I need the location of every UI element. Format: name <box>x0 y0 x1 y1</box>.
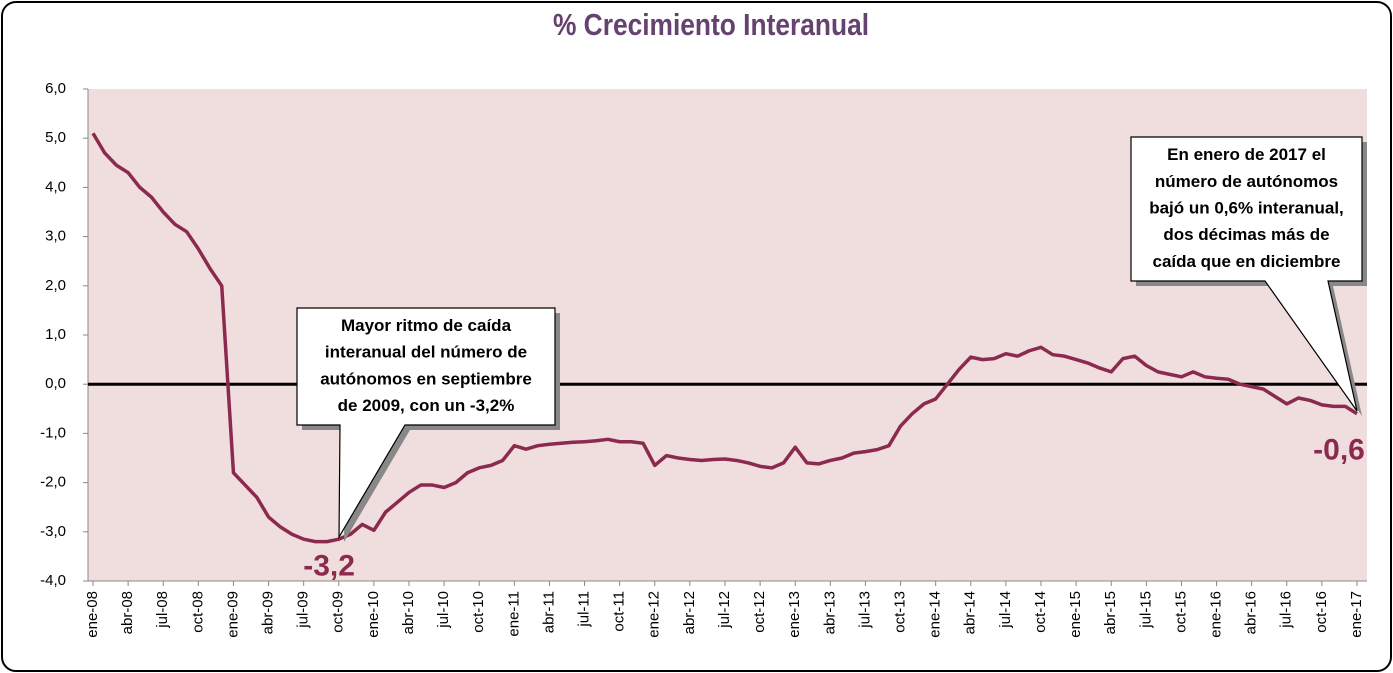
x-tick-label: abr-14 <box>962 591 979 634</box>
x-tick-label: ene-17 <box>1348 591 1365 638</box>
x-tick-label: jul-08 <box>154 591 171 629</box>
callout-text: autónomos en septiembre <box>320 369 532 388</box>
x-tick-label: abr-12 <box>681 591 698 634</box>
x-tick-label: ene-14 <box>927 591 944 638</box>
callout-text: caída que en diciembre <box>1152 252 1340 271</box>
callout-text: En enero de 2017 el <box>1167 145 1326 164</box>
x-tick-label: jul-13 <box>856 591 873 629</box>
x-tick-label: jul-16 <box>1278 591 1295 629</box>
x-tick-label: oct-08 <box>189 591 206 633</box>
x-tick-label: oct-16 <box>1313 591 1330 633</box>
x-tick-label: jul-11 <box>576 591 593 628</box>
x-tick-label: oct-10 <box>470 591 487 633</box>
data-line <box>91 132 1358 544</box>
x-tick-label: ene-13 <box>786 591 803 638</box>
callout-text: número de autónomos <box>1155 172 1338 191</box>
callout-text: Mayor ritmo de caída <box>341 316 512 335</box>
x-tick-label: jul-10 <box>435 591 452 629</box>
y-tick-label: -2,0 <box>40 474 66 491</box>
x-tick-label: ene-16 <box>1208 591 1225 638</box>
callout-text: dos décimas más de <box>1163 225 1329 244</box>
x-tick-label: oct-12 <box>751 591 768 633</box>
y-tick-label: 5,0 <box>45 129 66 146</box>
y-tick-label: -4,0 <box>40 572 66 589</box>
x-tick-label: oct-11 <box>611 591 628 632</box>
x-tick-label: oct-14 <box>1032 591 1049 633</box>
y-tick-label: 4,0 <box>45 178 66 195</box>
callout-text: interanual del número de <box>325 343 527 362</box>
callout-box <box>1130 136 1363 412</box>
x-tick-label: abr-16 <box>1243 591 1260 634</box>
value-label: -0,6 <box>1313 434 1365 467</box>
x-tick-label: abr-15 <box>1102 591 1119 634</box>
x-tick-label: abr-11 <box>540 591 557 633</box>
x-tick-label: abr-08 <box>119 591 136 634</box>
x-tick-label: ene-09 <box>224 591 241 638</box>
x-tick-label: jul-15 <box>1137 591 1154 629</box>
x-tick-label: oct-13 <box>892 591 909 633</box>
callout-text: bajó un 0,6% interanual, <box>1149 198 1344 217</box>
x-tick-label: jul-12 <box>716 591 733 629</box>
x-tick-label: abr-09 <box>260 591 277 634</box>
callout-box <box>296 307 556 540</box>
y-tick-label: 6,0 <box>45 80 66 97</box>
y-tick-label: 3,0 <box>45 228 66 245</box>
x-tick-label: ene-11 <box>505 591 522 637</box>
x-tick-label: abr-13 <box>821 591 838 634</box>
y-tick-label: 2,0 <box>45 277 66 294</box>
x-tick-label: jul-09 <box>295 591 312 629</box>
y-tick-label: 0,0 <box>45 375 66 392</box>
y-tick-label: 1,0 <box>45 326 66 343</box>
x-tick-label: ene-10 <box>365 591 382 638</box>
value-label: -3,2 <box>303 550 355 583</box>
callout-text: de 2009, con un -3,2% <box>338 396 515 415</box>
x-tick-label: ene-12 <box>646 591 663 638</box>
x-tick-label: oct-15 <box>1172 591 1189 633</box>
y-tick-label: -1,0 <box>40 424 66 441</box>
x-tick-label: abr-10 <box>400 591 417 634</box>
x-tick-label: ene-08 <box>84 591 101 638</box>
y-tick-label: -3,0 <box>40 523 66 540</box>
x-tick-label: ene-15 <box>1067 591 1084 638</box>
chart-title: % Crecimiento Interanual <box>553 8 869 42</box>
x-tick-label: oct-09 <box>330 591 347 633</box>
x-tick-label: jul-14 <box>997 591 1014 629</box>
